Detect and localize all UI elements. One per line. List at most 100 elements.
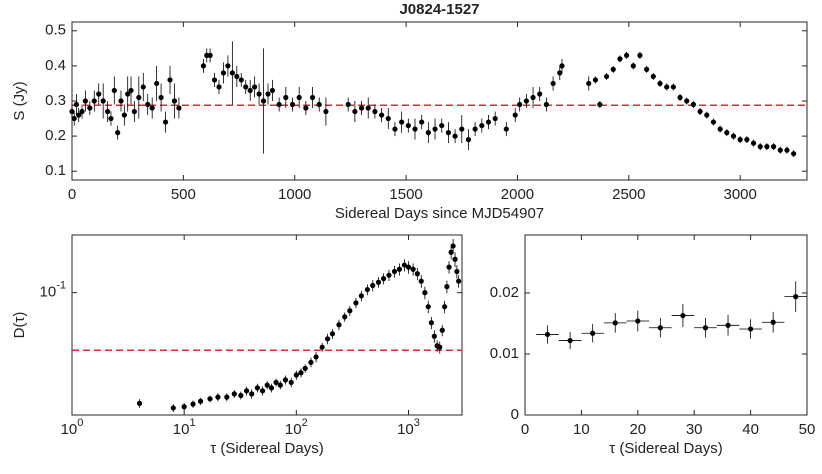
x-tick-label-base: 10 — [61, 421, 78, 438]
data-point — [309, 94, 316, 101]
x-tick-label: 103 — [397, 417, 420, 438]
data-point — [207, 52, 213, 58]
data-point — [238, 77, 244, 83]
data-point — [644, 66, 650, 72]
x-tick-label-base: 10 — [397, 421, 414, 438]
data-point — [243, 84, 249, 90]
data-point — [347, 308, 353, 314]
data-point — [590, 330, 596, 336]
data-point — [87, 105, 93, 111]
data-point — [162, 119, 169, 125]
x-axis-label: τ (Sidereal Days) — [609, 440, 722, 457]
y-tick-label: 0.4 — [45, 57, 66, 74]
data-point — [265, 91, 271, 97]
y-tick-label: 0.2 — [45, 127, 66, 144]
data-point — [710, 119, 717, 125]
data-point — [567, 337, 573, 344]
data-point — [459, 126, 465, 132]
x-tick-label: 101 — [173, 417, 196, 438]
data-point — [437, 344, 443, 350]
data-point — [225, 63, 231, 69]
data-point — [748, 326, 754, 332]
y-tick-label-exp: -1 — [56, 280, 66, 292]
data-point — [259, 388, 266, 394]
y-tick-label: 0.01 — [490, 345, 519, 362]
data-point — [764, 144, 770, 150]
chart-title: J0824-1527 — [399, 1, 479, 18]
x-tick-label: 0 — [521, 421, 529, 438]
data-point — [273, 379, 279, 386]
data-point — [446, 264, 452, 270]
data-point — [108, 115, 114, 122]
data-point — [650, 73, 656, 80]
x-tick-label: 10 — [573, 421, 590, 438]
data-point — [630, 63, 636, 69]
data-point — [268, 385, 275, 391]
data-point — [329, 331, 336, 337]
data-point — [603, 73, 610, 80]
data-point — [73, 101, 80, 108]
y-axis-label: S (Jy) — [11, 81, 28, 120]
data-point — [303, 105, 309, 111]
x-tick-label: 30 — [686, 421, 703, 438]
data-point — [345, 101, 351, 108]
data-point — [125, 91, 131, 97]
data-point — [770, 319, 776, 325]
data-point — [336, 322, 342, 328]
data-point — [425, 304, 431, 310]
data-point — [216, 84, 222, 90]
data-point — [364, 286, 370, 293]
plot-area — [71, 21, 808, 181]
data-point — [170, 405, 176, 411]
data-point — [465, 137, 472, 143]
data-point — [229, 70, 235, 76]
data-point — [777, 147, 783, 153]
data-point — [308, 359, 314, 365]
data-point — [410, 266, 416, 272]
data-point — [391, 268, 398, 275]
data-point — [485, 119, 492, 125]
data-point — [422, 290, 428, 296]
data-point — [452, 256, 458, 262]
data-point — [256, 91, 262, 97]
data-point — [677, 94, 683, 101]
data-point — [793, 294, 799, 300]
data-point — [131, 108, 137, 115]
data-point — [737, 137, 743, 143]
data-point — [610, 66, 616, 72]
data-point — [319, 344, 325, 350]
data-point — [635, 318, 641, 324]
x-tick-label: 1500 — [389, 186, 422, 203]
x-axis-label: τ (Sidereal Days) — [210, 440, 323, 457]
data-point — [190, 401, 196, 407]
data-point — [386, 272, 392, 278]
x-tick-label-base: 10 — [173, 421, 190, 438]
data-point — [530, 94, 536, 101]
data-point — [664, 84, 670, 90]
data-point — [176, 105, 182, 111]
data-point — [215, 394, 221, 400]
data-point — [167, 77, 173, 83]
data-point — [115, 130, 121, 136]
y-tick-label: 0.1 — [45, 162, 66, 179]
x-tick-label: 0 — [68, 186, 76, 203]
data-point — [260, 98, 267, 104]
data-point — [243, 388, 250, 394]
data-point — [158, 94, 164, 101]
data-point — [439, 122, 445, 129]
data-point — [586, 80, 592, 87]
data-point — [559, 63, 565, 69]
data-point — [136, 94, 142, 101]
data-point — [254, 385, 261, 391]
data-point — [313, 354, 319, 360]
y-axis-label: D(τ) — [11, 312, 28, 339]
data-point — [425, 130, 431, 136]
data-point — [670, 84, 676, 90]
x-tick-label: 2500 — [612, 186, 645, 203]
data-point — [282, 377, 289, 383]
data-point — [293, 372, 299, 378]
data-point — [557, 70, 563, 76]
data-point — [657, 80, 663, 87]
y-tick-label-base: 10 — [40, 284, 57, 301]
data-point — [444, 284, 450, 290]
